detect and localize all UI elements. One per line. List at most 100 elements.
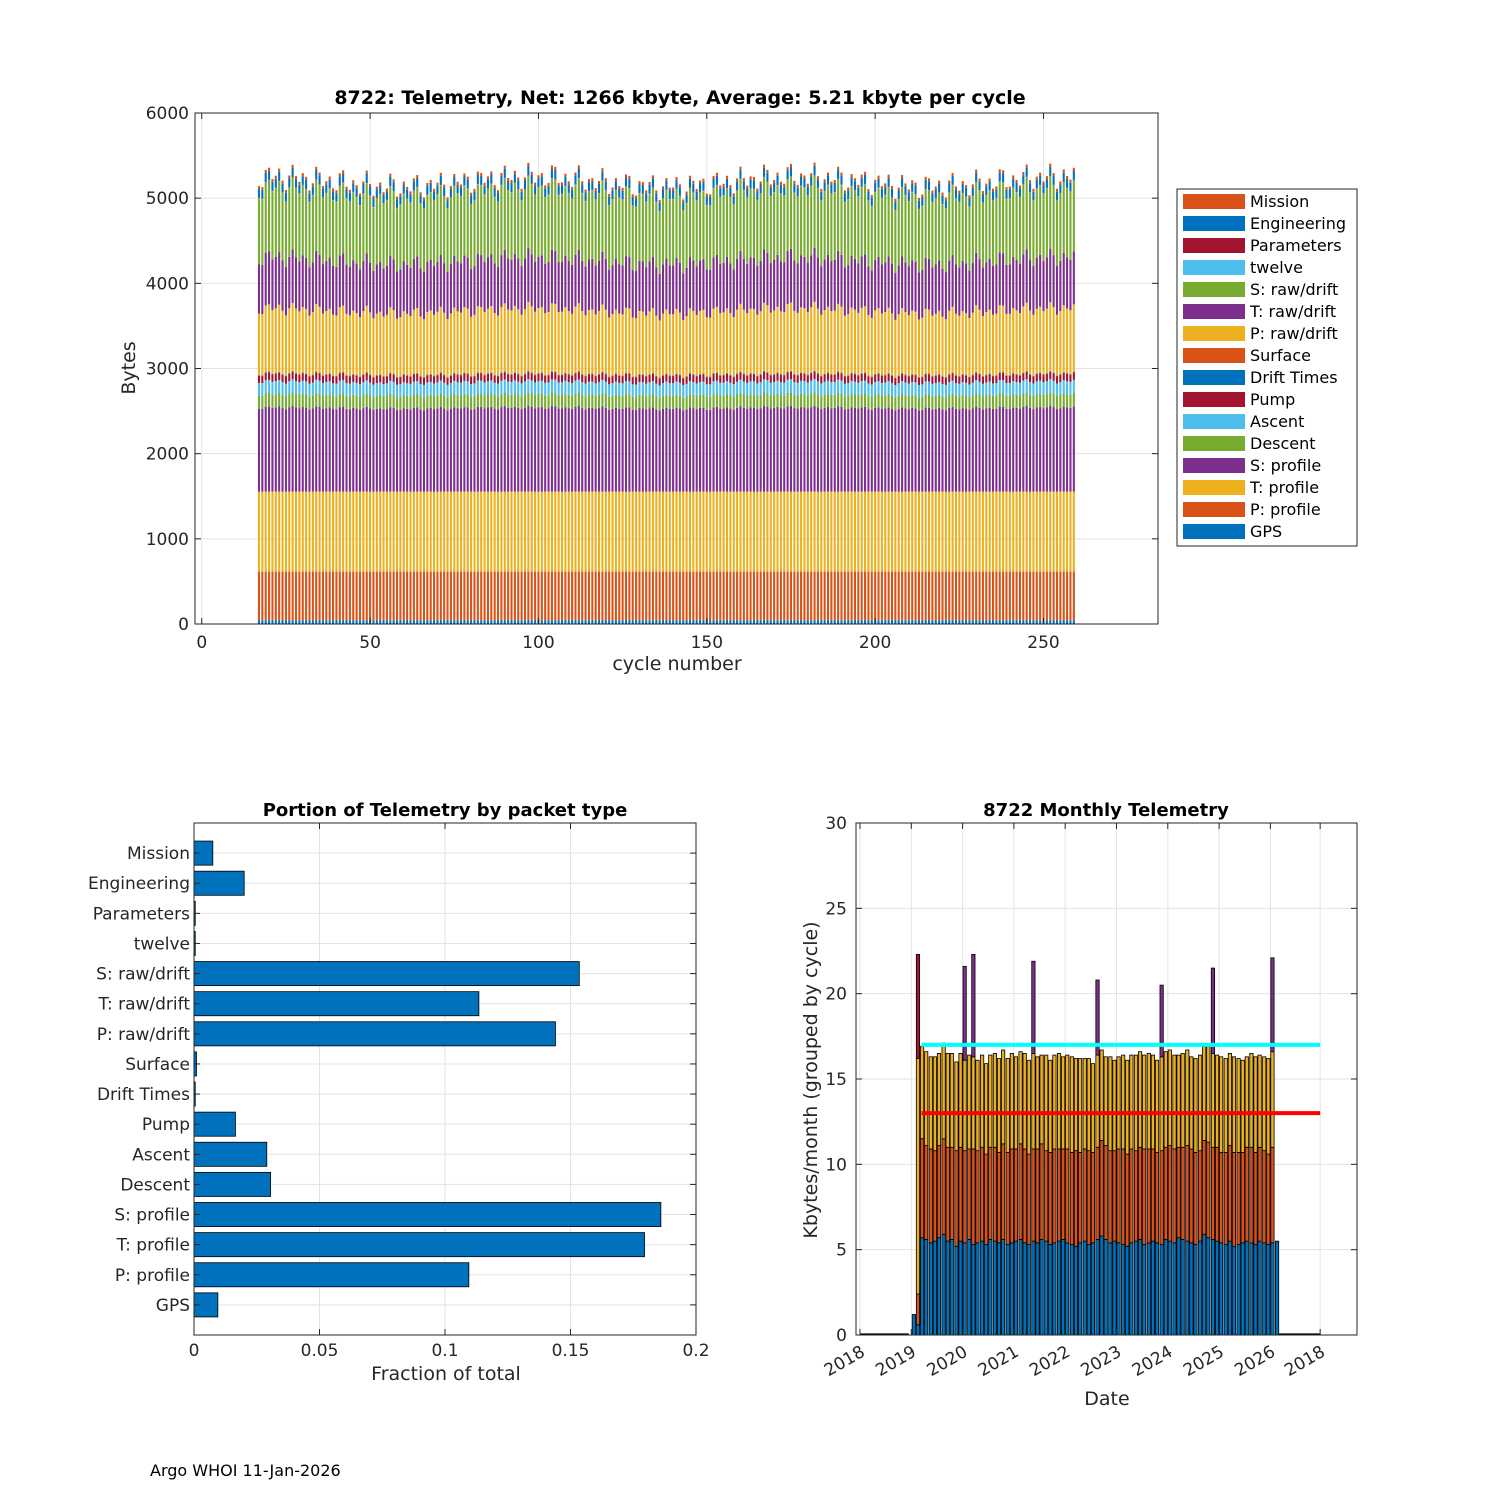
br-bar-segment — [1244, 1056, 1249, 1148]
top-bar-segment — [315, 170, 318, 179]
top-bar-segment — [422, 384, 426, 398]
top-bar-segment — [352, 374, 355, 382]
top-bar-segment — [348, 266, 351, 316]
legend-label: S: profile — [1250, 456, 1321, 475]
top-bar-segment — [668, 383, 671, 396]
top-bar-segment — [776, 380, 779, 394]
top-bar-segment — [507, 571, 510, 621]
top-bar-segment — [651, 178, 654, 188]
top-bar-segment — [348, 192, 351, 201]
top-bar-segment — [369, 196, 372, 263]
top-bar-segment — [490, 491, 493, 572]
top-bar-segment — [369, 183, 372, 187]
top-bar-segment — [729, 188, 732, 197]
top-bar-segment — [927, 309, 931, 374]
bl-category-label: Pump — [142, 1115, 190, 1135]
top-bar-segment — [534, 185, 537, 195]
top-bar-segment — [1069, 571, 1072, 621]
top-bar-segment — [311, 571, 314, 621]
top-bar-segment — [725, 571, 729, 621]
top-bar-segment — [722, 620, 725, 624]
top-bar-segment — [907, 491, 910, 572]
top-bar-segment — [887, 491, 890, 572]
top-bar-segment — [321, 620, 324, 624]
top-bar-segment — [419, 316, 422, 377]
top-bar-segment — [463, 307, 466, 373]
top-bar-segment — [409, 316, 412, 376]
top-bar-segment — [847, 190, 850, 199]
top-bar-segment — [998, 406, 1001, 492]
br-bar-segment — [1270, 1242, 1275, 1336]
top-bar-segment — [705, 196, 708, 205]
top-bar-segment — [766, 172, 769, 182]
top-bar-segment — [503, 491, 506, 572]
br-bar-segment — [941, 1233, 946, 1336]
top-bar-segment — [699, 382, 702, 395]
top-bar-segment — [779, 181, 782, 185]
top-bar-segment — [278, 372, 281, 381]
br-bar-segment — [1240, 1151, 1245, 1244]
top-bar-segment — [257, 375, 261, 383]
top-bar-segment — [584, 620, 587, 624]
top-bar-segment — [480, 380, 483, 394]
top-bar-segment — [702, 620, 705, 624]
top-bar-segment — [493, 263, 496, 313]
top-bar-segment — [988, 191, 991, 259]
top-bar-segment — [486, 374, 489, 382]
top-bar-segment — [685, 571, 688, 621]
top-bar-segment — [732, 620, 735, 624]
top-bar-segment — [443, 184, 446, 188]
top-bar-segment — [954, 375, 958, 384]
top-bar-segment — [315, 166, 318, 171]
br-bar-segment — [1090, 1242, 1095, 1336]
top-bar-segment — [901, 407, 904, 492]
top-bar-segment — [369, 186, 372, 196]
legend-label: Engineering — [1250, 214, 1346, 233]
top-bar-segment — [456, 408, 459, 492]
top-bar-segment — [335, 376, 338, 384]
top-bar-segment — [850, 307, 853, 373]
top-bar-segment — [571, 620, 574, 624]
top-bar-segment — [406, 186, 409, 190]
top-bar-segment — [338, 255, 341, 308]
top-bar-segment — [853, 407, 856, 492]
top-bar-segment — [308, 267, 311, 316]
top-bar-segment — [985, 491, 988, 572]
top-bar-segment — [931, 491, 934, 572]
top-bar-segment — [736, 309, 739, 374]
top-bar-segment — [843, 491, 846, 572]
top-bar-segment — [816, 491, 819, 572]
top-bar-segment — [1055, 571, 1059, 621]
top-bar-segment — [399, 409, 402, 492]
top-bar-segment — [449, 408, 452, 492]
br-bar-segment — [1112, 1059, 1117, 1152]
br-bar-segment — [1129, 1148, 1134, 1244]
top-bar-segment — [837, 250, 840, 304]
br-bar-segment — [1198, 1150, 1203, 1242]
top-bar-segment — [864, 306, 867, 373]
top-bar-segment — [614, 190, 617, 259]
top-bar-segment — [419, 268, 422, 317]
top-bar-segment — [954, 313, 958, 375]
top-bar-segment — [756, 396, 759, 410]
top-bar-segment — [1002, 620, 1005, 624]
top-bar-segment — [358, 571, 362, 621]
top-bar-segment — [934, 198, 937, 265]
top-bar-segment — [786, 304, 789, 372]
top-bar-segment — [557, 195, 560, 263]
top-bar-segment — [604, 394, 607, 408]
bl-category-label: twelve — [134, 934, 190, 954]
top-bar-segment — [1062, 620, 1065, 624]
br-bar-segment — [1018, 1239, 1023, 1336]
top-bar-segment — [443, 196, 446, 264]
top-bar-segment — [1049, 302, 1052, 371]
top-bar-segment — [402, 491, 405, 572]
br-bar-segment — [1078, 1058, 1083, 1153]
top-bar-segment — [685, 316, 688, 376]
top-bar-segment — [264, 620, 267, 624]
top-bar-segment — [665, 374, 668, 382]
top-bar-segment — [837, 392, 840, 407]
br-bar-segment — [1044, 1240, 1049, 1336]
top-bar-segment — [1002, 393, 1005, 407]
top-bar-segment — [369, 408, 372, 492]
